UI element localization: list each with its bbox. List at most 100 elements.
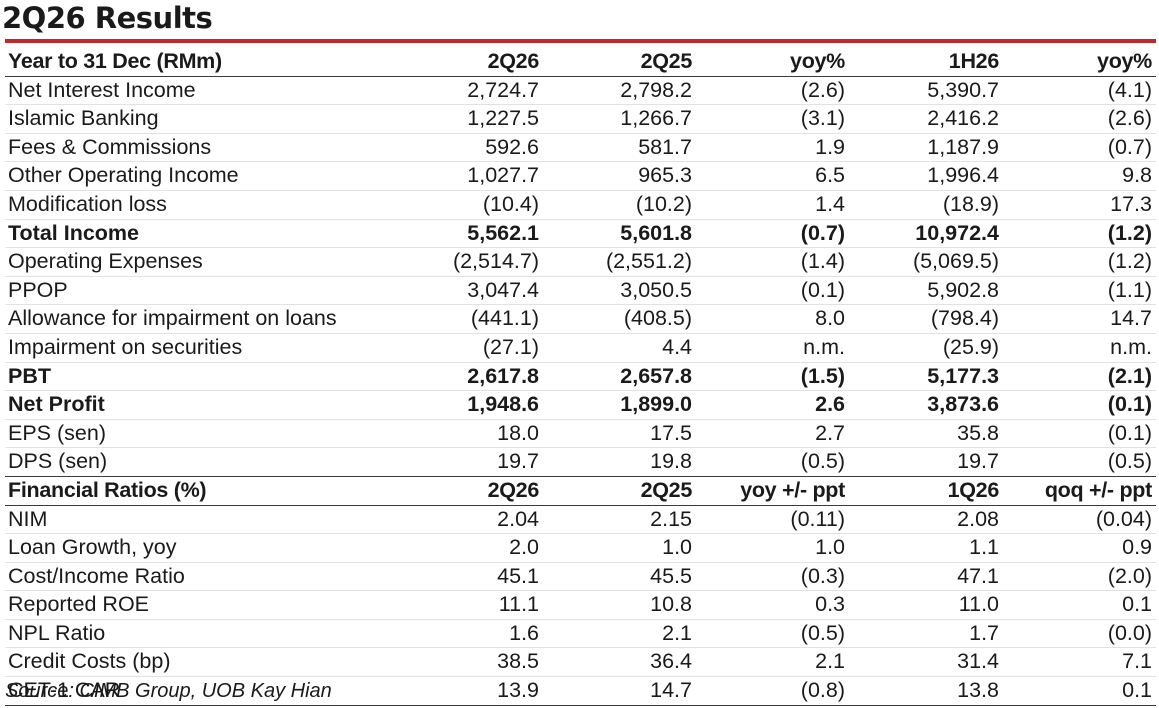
table-cell: (0.11)	[696, 505, 849, 535]
table-cell: 45.5	[543, 562, 696, 592]
table-row: Other Operating Income 1,027.7 965.3 6.5 1,9…	[5, 161, 1156, 191]
table-cell: 5,562.1	[393, 219, 543, 249]
table-cell: 2,617.8	[393, 362, 543, 392]
results-table-body: Year to 31 Dec (RMm) 2Q26 2Q25 yoy% 1H26 yoy%…	[5, 48, 1156, 706]
table-row: Net Profit 1,948.6 1,899.0 2.6 3,873.6 (0.1)	[5, 390, 1156, 420]
table-cell: 19.7	[393, 447, 543, 477]
table-cell: (0.3)	[696, 562, 849, 592]
table-row: Impairment on securities (27.1) 4.4 n.m. (25…	[5, 333, 1156, 363]
table-row: Net Interest Income 2,724.7 2,798.2 (2.6) 5,…	[5, 76, 1156, 106]
table-cell: 0.1	[1003, 676, 1156, 706]
row-label: Islamic Banking	[5, 104, 393, 134]
table-cell: 581.7	[543, 133, 696, 163]
table-cell: 38.5	[393, 647, 543, 678]
table-cell: 1.0	[543, 533, 696, 563]
page-title: 2Q26 Results	[2, 1, 213, 35]
table-cell: 2.08	[849, 505, 1003, 535]
table-row: DPS (sen) 19.7 19.8 (0.5) 19.7 (0.5)	[5, 447, 1156, 477]
table-cell: 17.5	[543, 419, 696, 449]
table-cell: 5,390.7	[849, 76, 1003, 106]
table-cell: 47.1	[849, 562, 1003, 592]
table-cell: 1,227.5	[393, 104, 543, 134]
column-header: 2Q25	[543, 476, 696, 506]
table-row: Fees & Commissions 592.6 581.7 1.9 1,187.9 (0…	[5, 133, 1156, 163]
column-header: yoy +/- ppt	[696, 476, 849, 506]
table-row: Total Income 5,562.1 5,601.8 (0.7) 10,972.4(…	[5, 219, 1156, 249]
table-cell: 0.3	[696, 590, 849, 620]
table-row: Loan Growth, yoy 2.0 1.0 1.0 1.1 0.9	[5, 533, 1156, 563]
row-label: NPL Ratio	[5, 619, 393, 649]
table-row: Allowance for impairment on loans (441.1)…	[5, 304, 1156, 334]
table-cell: 0.9	[1003, 533, 1156, 563]
column-header: yoy%	[696, 48, 849, 77]
table-cell: 1.9	[696, 133, 849, 163]
table-cell: 2.1	[543, 619, 696, 649]
table-cell: (4.1)	[1003, 76, 1156, 106]
table-cell: (1.5)	[696, 362, 849, 392]
table-cell: 2.1	[696, 647, 849, 678]
table-cell: 35.8	[849, 419, 1003, 449]
row-label: Impairment on securities	[5, 333, 393, 363]
table-cell: n.m.	[696, 333, 849, 363]
table-cell: (0.7)	[1003, 133, 1156, 163]
table-cell: 45.1	[393, 562, 543, 592]
row-label: Net Profit	[5, 390, 393, 420]
table-cell: 31.4	[849, 647, 1003, 678]
table-cell: 36.4	[543, 647, 696, 678]
row-label: PPOP	[5, 276, 393, 306]
header-label: Year to 31 Dec (RMm)	[5, 48, 393, 77]
row-label: PBT	[5, 362, 393, 392]
table-cell: 592.6	[393, 133, 543, 163]
table-cell: 2,657.8	[543, 362, 696, 392]
source-note: Source: CIMB Group, UOB Kay Hian	[5, 680, 332, 702]
row-label: Total Income	[5, 219, 393, 249]
table-row: Islamic Banking 1,227.5 1,266.7 (3.1) 2,416.…	[5, 104, 1156, 134]
row-label: Modification loss	[5, 190, 393, 220]
table-cell: (27.1)	[393, 333, 543, 363]
results-table: Year to 31 Dec (RMm) 2Q26 2Q25 yoy% 1H26 yoy%…	[5, 48, 1156, 706]
table-cell: 9.8	[1003, 161, 1156, 191]
table-cell: (3.1)	[696, 104, 849, 134]
table-cell: 1,899.0	[543, 390, 696, 420]
table-cell: 11.1	[393, 590, 543, 620]
table-cell: (0.1)	[1003, 419, 1156, 449]
table-cell: (2.1)	[1003, 362, 1156, 392]
table-cell: 965.3	[543, 161, 696, 191]
table-cell: (0.04)	[1003, 505, 1156, 535]
table-row: NPL Ratio 1.6 2.1 (0.5) 1.7 (0.0)	[5, 619, 1156, 649]
table-cell: 14.7	[543, 676, 696, 706]
table-row: Cost/Income Ratio 45.1 45.5 (0.3) 47.1 (2.0)	[5, 562, 1156, 592]
table-cell: 1.1	[849, 533, 1003, 563]
row-label: Fees & Commissions	[5, 133, 393, 163]
table-cell: 10,972.4	[849, 219, 1003, 249]
table-cell: (1.4)	[696, 247, 849, 277]
row-label: Loan Growth, yoy	[5, 533, 393, 563]
table-cell: 19.7	[849, 447, 1003, 477]
table-cell: 2.04	[393, 505, 543, 535]
row-label: Net Interest Income	[5, 76, 393, 106]
table-cell: 17.3	[1003, 190, 1156, 220]
table-cell: 6.5	[696, 161, 849, 191]
table-cell: (1.2)	[1003, 247, 1156, 277]
table-cell: (5,069.5)	[849, 247, 1003, 277]
table-cell: 5,902.8	[849, 276, 1003, 306]
table-row: PBT 2,617.8 2,657.8 (1.5) 5,177.3 (2.1)	[5, 362, 1156, 392]
table-cell: 3,047.4	[393, 276, 543, 306]
row-label: EPS (sen)	[5, 419, 393, 449]
table-cell: (10.2)	[543, 190, 696, 220]
table-cell: 4.4	[543, 333, 696, 363]
table-cell: (0.1)	[696, 276, 849, 306]
table-row: Reported ROE 11.1 10.8 0.3 11.0 0.1	[5, 590, 1156, 620]
table-cell: 13.9	[393, 676, 543, 706]
row-label: Operating Expenses	[5, 247, 393, 277]
table-cell: (2.6)	[696, 76, 849, 106]
table-cell: 10.8	[543, 590, 696, 620]
table-cell: 13.8	[849, 676, 1003, 706]
table-cell: 14.7	[1003, 304, 1156, 334]
table-cell: (441.1)	[393, 304, 543, 334]
table-cell: 1.4	[696, 190, 849, 220]
header-label: Financial Ratios (%)	[5, 476, 393, 506]
table-cell: 2.7	[696, 419, 849, 449]
table-cell: 8.0	[696, 304, 849, 334]
row-label: CET-1 CAR	[5, 676, 393, 706]
